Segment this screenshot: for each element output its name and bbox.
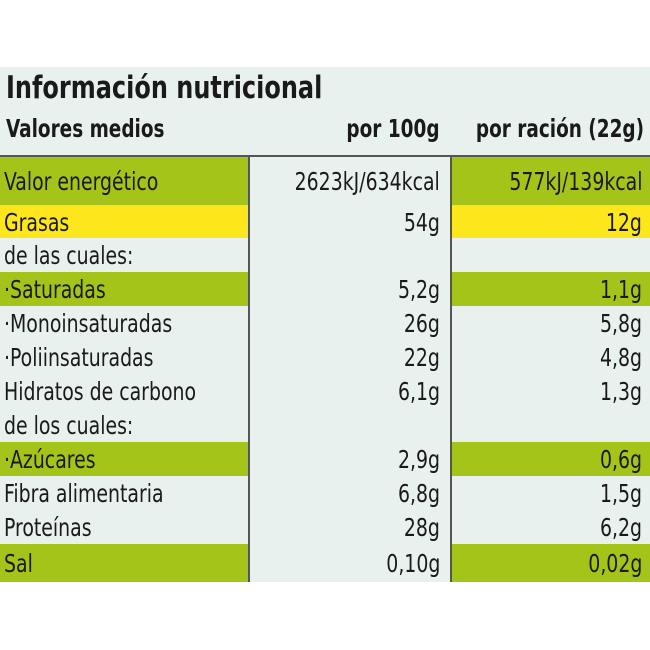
table-row: Fibra alimentaria 6,8g 1,5g	[0, 476, 650, 510]
table-row: de las cuales:	[0, 238, 650, 272]
header-divider	[0, 155, 650, 158]
row-bg-label	[0, 544, 248, 582]
value-per-serving: 577kJ/139kcal	[508, 167, 642, 196]
nutrient-name: Grasas	[4, 207, 70, 237]
value-per100: 26g	[403, 309, 440, 338]
nutrient-name: ·Poliinsaturadas	[4, 343, 154, 372]
value-per100: 22g	[403, 343, 440, 372]
value-per100: 54g	[403, 207, 440, 237]
row-bg-serving	[452, 340, 650, 374]
value-per100: 28g	[403, 513, 440, 542]
row-bg-label	[0, 408, 248, 442]
row-bg-serving	[452, 205, 650, 238]
table-row: de los cuales:	[0, 408, 650, 442]
nutrient-name: ·Azúcares	[4, 445, 96, 474]
table-row: ·Poliinsaturadas 22g 4,8g	[0, 340, 650, 374]
row-bg-label	[0, 272, 248, 306]
nutrient-name: Hidratos de carbono	[4, 377, 197, 406]
value-per100: 5,2g	[397, 275, 440, 304]
row-bg-serving	[452, 157, 650, 205]
nutrient-name: Fibra alimentaria	[4, 479, 164, 508]
table-row: Proteínas 28g 6,2g	[0, 510, 650, 544]
row-bg-serving	[452, 442, 650, 476]
value-per-serving: 12g	[605, 207, 642, 237]
nutrient-name: de los cuales:	[4, 411, 134, 440]
nutrient-name: ·Monoinsaturadas	[4, 309, 173, 338]
value-per100: 6,1g	[397, 377, 440, 406]
value-per-serving: 1,1g	[599, 275, 642, 304]
row-bg-serving	[452, 476, 650, 510]
row-bg-serving	[452, 510, 650, 544]
value-per100: 6,8g	[397, 479, 440, 508]
nutrient-name: ·Saturadas	[4, 275, 106, 304]
row-bg-serving	[452, 544, 650, 582]
table-row: Grasas 54g 12g	[0, 205, 650, 238]
row-bg-label	[0, 374, 248, 408]
value-per-serving: 1,3g	[599, 377, 642, 406]
row-bg-label	[0, 340, 248, 374]
row-bg-label	[0, 205, 248, 238]
row-bg-label	[0, 238, 248, 272]
table-row: ·Saturadas 5,2g 1,1g	[0, 272, 650, 306]
row-bg-label	[0, 476, 248, 510]
header-per-serving: por ración (22g)	[475, 114, 644, 143]
value-per100: 2623kJ/634kcal	[294, 167, 440, 196]
row-bg-serving	[452, 408, 650, 442]
row-bg-serving	[452, 374, 650, 408]
nutrient-name: de las cuales:	[4, 241, 134, 270]
table-row: Hidratos de carbono 6,1g 1,3g	[0, 374, 650, 408]
row-bg-serving	[452, 238, 650, 272]
page-title: Información nutricional	[6, 70, 323, 106]
nutrient-name: Sal	[4, 549, 33, 578]
value-per-serving: 0,6g	[599, 445, 642, 474]
value-per100: 2,9g	[397, 445, 440, 474]
value-per-serving: 0,02g	[587, 549, 642, 578]
row-bg-label	[0, 157, 248, 205]
header-per100: por 100g	[346, 114, 440, 143]
table-row: Sal 0,10g 0,02g	[0, 544, 650, 582]
table-row: Valor energético 2623kJ/634kcal 577kJ/139k…	[0, 157, 650, 205]
row-bg-label	[0, 306, 248, 340]
row-bg-label	[0, 510, 248, 544]
value-per-serving: 6,2g	[599, 513, 642, 542]
value-per100: 0,10g	[385, 549, 440, 578]
row-bg-serving	[452, 306, 650, 340]
nutrient-name: Proteínas	[4, 513, 92, 542]
value-per-serving: 4,8g	[599, 343, 642, 372]
per100-column	[248, 157, 452, 582]
header-label: Valores medios	[6, 114, 165, 143]
value-per-serving: 1,5g	[599, 479, 642, 508]
row-bg-label	[0, 442, 248, 476]
table-row: ·Azúcares 2,9g 0,6g	[0, 442, 650, 476]
table-row: ·Monoinsaturadas 26g 5,8g	[0, 306, 650, 340]
value-per-serving: 5,8g	[599, 309, 642, 338]
row-bg-serving	[452, 272, 650, 306]
nutrient-name: Valor energético	[4, 167, 159, 196]
